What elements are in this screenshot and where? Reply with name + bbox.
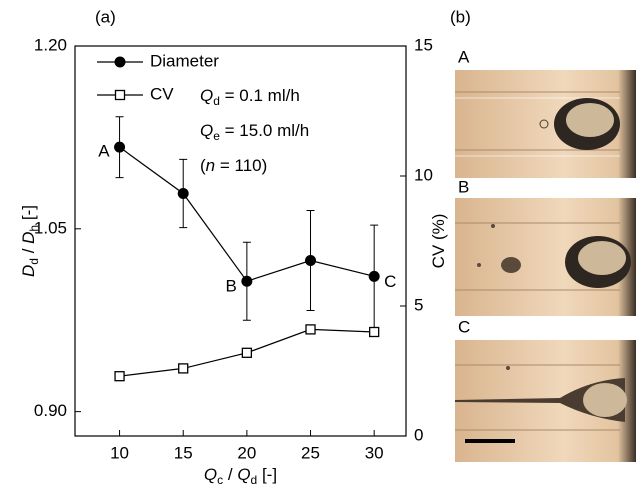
annotation: Qd​ = 0.1 ml/h: [200, 86, 300, 108]
subscript: d: [213, 94, 220, 108]
text-part: D: [19, 232, 38, 244]
data-point: [305, 324, 316, 335]
y-tick-label: 0.90: [34, 401, 67, 420]
subscript: e: [213, 129, 220, 143]
point-label: A: [98, 142, 110, 161]
legend-marker: [114, 89, 126, 101]
subscript: h: [27, 225, 41, 232]
y2-axis-label: CV (%): [429, 214, 448, 269]
annotation: (n = 110): [200, 156, 267, 175]
data-point: [369, 326, 380, 338]
data-point: [114, 371, 125, 382]
y2-tick-label: 10: [414, 165, 433, 184]
y-tick-label: 1.20: [34, 35, 67, 54]
photo-b: [455, 198, 636, 316]
legend-label: CV: [150, 84, 174, 103]
subscript: d: [251, 473, 258, 487]
photo-label: C: [458, 317, 470, 336]
point-label: C: [384, 272, 396, 291]
subscript: c: [217, 473, 223, 487]
data-point: [368, 270, 380, 282]
data-point: [178, 363, 189, 374]
text-part: Q: [237, 465, 250, 484]
photo-label: B: [458, 177, 469, 196]
photo-a: [455, 70, 636, 178]
y2-tick-label: 15: [414, 35, 433, 54]
x-tick-label: 30: [365, 443, 384, 462]
x-tick-label: 20: [237, 443, 256, 462]
data-point: [114, 141, 126, 153]
data-point: [177, 187, 189, 199]
text-part: Q: [200, 121, 213, 140]
annotation: Qe​ = 15.0 ml/h: [200, 121, 309, 143]
text-part: (: [200, 156, 206, 175]
x-tick-label: 15: [174, 443, 193, 462]
panel-label: (a): [95, 7, 116, 26]
text-part: [-]: [19, 205, 38, 225]
text-part: = 0.1 ml/h: [220, 86, 300, 105]
x-tick-label: 25: [301, 443, 320, 462]
text-part: /: [223, 465, 237, 484]
text-part: /: [19, 244, 38, 258]
panel-label: (b): [450, 7, 471, 26]
data-point: [241, 275, 253, 287]
text-part: Q: [200, 86, 213, 105]
photo-c: [455, 340, 636, 462]
text-part: [-]: [257, 465, 277, 484]
y2-tick-label: 5: [414, 295, 423, 314]
data-point: [241, 347, 253, 358]
point-label: B: [226, 277, 237, 296]
legend-label: Diameter: [150, 51, 219, 70]
text-part: D: [19, 265, 38, 277]
y2-tick-label: 0: [414, 425, 423, 444]
x-tick-label: 10: [110, 443, 129, 462]
legend-marker: [114, 56, 126, 68]
text-part: Q: [204, 465, 217, 484]
y-tick-label: 1.05: [34, 218, 67, 237]
text-part: CV (%): [429, 214, 448, 269]
photo-label: A: [458, 47, 470, 66]
x-axis-label: Qc​ / Qd​ [-]: [204, 465, 277, 487]
text-part: = 110): [215, 156, 267, 175]
text-part: n: [206, 156, 215, 175]
subscript: d: [27, 258, 41, 265]
text-part: = 15.0 ml/h: [220, 121, 309, 140]
plot-frame: [74, 45, 407, 437]
y-axis-label: Dd​ / Dh​ [-]: [19, 205, 41, 277]
data-point: [305, 255, 317, 266]
